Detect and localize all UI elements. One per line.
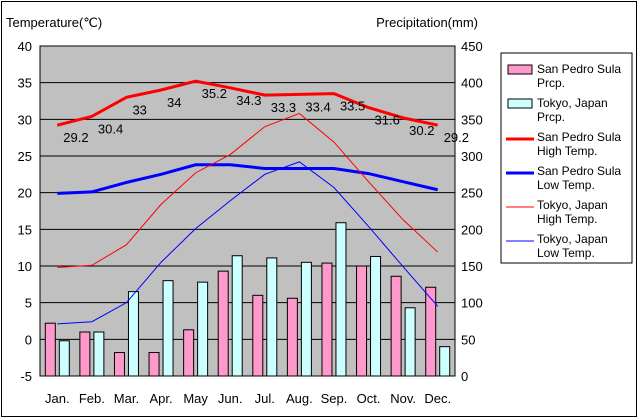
temp-line	[57, 112, 439, 268]
x-tick-label: Dec.	[424, 391, 451, 406]
data-label: 31.6	[375, 113, 400, 128]
data-label: 33.4	[305, 99, 330, 114]
y-right-tick-label: 150	[461, 259, 483, 274]
precip-bar	[370, 255, 382, 377]
legend-box	[500, 52, 633, 264]
precip-bar	[231, 255, 243, 377]
precip-bar	[404, 307, 416, 377]
y-left-tick-label: 15	[18, 222, 32, 237]
y-left-tick-label: 0	[25, 332, 32, 347]
legend-swatch	[507, 98, 533, 109]
y-right-tick-label: 0	[461, 369, 468, 384]
precip-bar	[183, 329, 195, 377]
precip-bar	[44, 322, 56, 377]
data-label: 33.5	[340, 99, 365, 114]
legend-swatch	[507, 64, 533, 75]
x-tick-label: Sep.	[321, 391, 348, 406]
legend-label: Low Temp.	[537, 178, 595, 192]
precip-bar	[356, 265, 368, 377]
data-label: 34.3	[236, 93, 261, 108]
y-right-tick-label: 50	[461, 332, 475, 347]
legend-label: Tokyo, Japan	[537, 232, 608, 246]
legend-label: High Temp.	[537, 144, 597, 158]
precip-bar	[93, 331, 105, 377]
x-tick-label: Mar.	[114, 391, 139, 406]
y-left-tick-label: 30	[18, 112, 32, 127]
precip-bar	[390, 275, 402, 377]
legend-label: Prcp.	[537, 76, 565, 90]
x-tick-label: Apr.	[149, 391, 172, 406]
y-right-tick-label: 350	[461, 112, 483, 127]
precip-bar	[197, 281, 209, 377]
x-tick-label: May	[183, 391, 208, 406]
precip-bar	[286, 297, 298, 377]
legend-label: Tokyo, Japan	[537, 96, 608, 110]
precip-bar	[266, 257, 278, 377]
y-left-tick-label: 5	[25, 296, 32, 311]
precip-bar	[321, 262, 333, 377]
data-label: 30.4	[98, 121, 123, 136]
x-tick-label: Jul.	[255, 391, 275, 406]
precip-bar	[335, 222, 347, 377]
x-tick-label: Oct.	[357, 391, 381, 406]
legend-label: San Pedro Sula	[537, 130, 621, 144]
y-left-tick-label: 40	[18, 39, 32, 54]
data-label: 35.2	[202, 86, 227, 101]
legend-label: Low Temp.	[537, 246, 595, 260]
y-right-tick-label: 450	[461, 39, 483, 54]
precip-bar	[162, 280, 174, 377]
x-tick-label: Jan.	[45, 391, 70, 406]
y-left-tick-label: -5	[20, 369, 32, 384]
y-left-tick-label: 25	[18, 149, 32, 164]
y-right-tick-label: 100	[461, 296, 483, 311]
y-right-tick-label: 250	[461, 186, 483, 201]
legend-label: Prcp.	[537, 110, 565, 124]
precip-bar	[58, 340, 70, 377]
legend-label: San Pedro Sula	[537, 164, 621, 178]
data-label: 33.3	[271, 100, 296, 115]
data-label: 29.2	[63, 130, 88, 145]
x-tick-label: Aug.	[286, 391, 313, 406]
x-tick-label: Feb.	[79, 391, 105, 406]
data-label: 33	[132, 102, 146, 117]
y-right-tick-label: 300	[461, 149, 483, 164]
temp-line	[57, 163, 439, 195]
y-left-tick-label: 10	[18, 259, 32, 274]
precip-bar	[252, 294, 264, 377]
precip-bar	[148, 352, 160, 377]
y-right-tick-label: 400	[461, 76, 483, 91]
x-tick-label: Jun.	[218, 391, 243, 406]
x-tick-label: Nov.	[390, 391, 416, 406]
plot-area	[39, 45, 456, 377]
y-right-axis-title: Precipitation(mm)	[376, 15, 478, 30]
precip-bar	[300, 261, 312, 377]
legend-label: High Temp.	[537, 212, 597, 226]
precip-bar	[217, 270, 229, 377]
precip-bar	[425, 286, 437, 377]
y-left-tick-label: 20	[18, 186, 32, 201]
legend-label: San Pedro Sula	[537, 62, 621, 76]
temp-line	[56, 79, 439, 127]
data-label: 29.2	[444, 130, 469, 145]
y-left-tick-label: 35	[18, 76, 32, 91]
data-label: 34	[167, 95, 181, 110]
precip-bar	[79, 331, 91, 377]
precip-bar	[113, 352, 125, 377]
precip-bar	[127, 291, 139, 377]
temp-line	[57, 161, 439, 325]
y-left-axis-title: Temperature(℃)	[6, 15, 102, 30]
y-right-tick-label: 200	[461, 222, 483, 237]
precip-bar	[439, 346, 451, 377]
data-label: 30.2	[409, 123, 434, 138]
legend-label: Tokyo, Japan	[537, 198, 608, 212]
